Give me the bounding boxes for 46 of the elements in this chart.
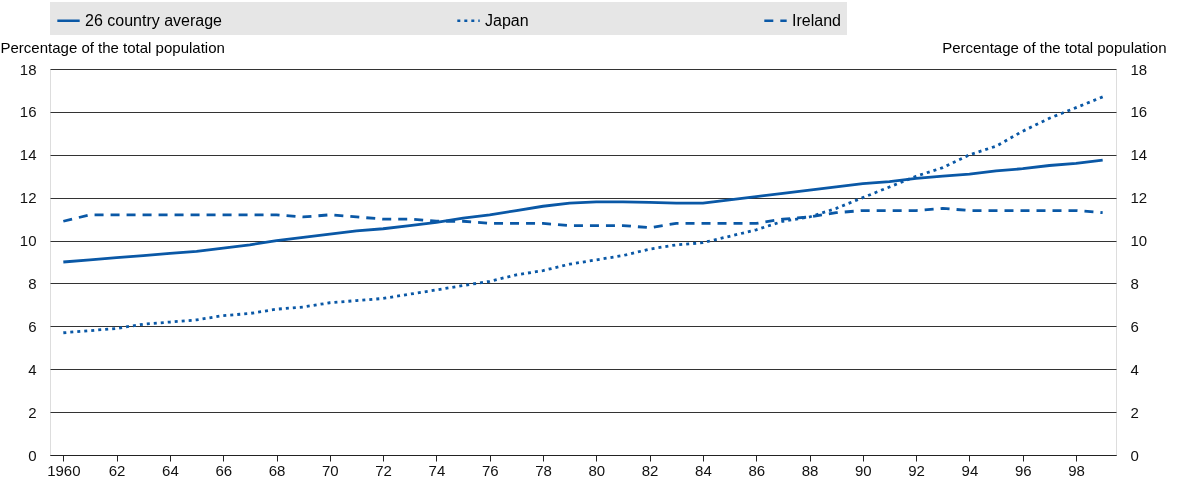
y-tick-label: 8: [28, 274, 37, 292]
x-tick-label: 72: [375, 461, 392, 479]
y-tick-label: 14: [19, 146, 37, 164]
legend-label: 26 country average: [85, 11, 223, 29]
legend-label: Japan: [485, 11, 529, 29]
x-tick-label: 84: [695, 461, 712, 479]
x-tick-label: 98: [1068, 461, 1085, 479]
y2-tick-label: 10: [1130, 232, 1148, 250]
legend-label: Ireland: [792, 11, 841, 29]
y2-tick-label: 12: [1130, 189, 1148, 207]
y-tick-label: 16: [19, 103, 37, 121]
y-tick-label: 6: [28, 317, 37, 335]
x-tick-label: 62: [108, 461, 126, 479]
x-tick-label: 70: [321, 461, 339, 479]
x-tick-label: 94: [961, 461, 979, 479]
x-tick-label: 66: [215, 461, 233, 479]
x-tick-label: 96: [1014, 461, 1032, 479]
y2-tick-label: 4: [1130, 360, 1139, 378]
y2-tick-label: 16: [1130, 103, 1148, 121]
x-tick-label: 92: [908, 461, 925, 479]
x-tick-label: 90: [854, 461, 872, 479]
x-tick-label: 64: [162, 461, 179, 479]
y-axis-title: Percentage of the total population: [0, 38, 225, 56]
y2-tick-label: 2: [1130, 403, 1139, 421]
x-tick-label: 1960: [47, 461, 81, 479]
x-tick-label: 76: [481, 461, 499, 479]
y-tick-label: 18: [19, 60, 37, 78]
y-tick-label: 10: [19, 232, 37, 250]
y-tick-label: 4: [28, 360, 37, 378]
x-tick-label: 74: [428, 461, 446, 479]
x-tick-label: 78: [535, 461, 552, 479]
y-tick-label: 0: [28, 446, 37, 464]
x-tick-label: 88: [801, 461, 819, 479]
y2-tick-label: 8: [1130, 274, 1139, 292]
x-tick-label: 68: [268, 461, 286, 479]
x-tick-label: 82: [641, 461, 659, 479]
y-tick-label: 12: [19, 189, 37, 207]
x-tick-label: 86: [748, 461, 766, 479]
y2-tick-label: 18: [1130, 60, 1148, 78]
y-tick-label: 2: [28, 403, 37, 421]
y2-axis-title: Percentage of the total population: [942, 38, 1167, 56]
x-tick-label: 80: [588, 461, 606, 479]
line-series: [61, 95, 1105, 335]
y2-tick-label: 0: [1130, 446, 1139, 464]
y2-tick-label: 6: [1130, 317, 1139, 335]
y2-tick-label: 14: [1130, 146, 1148, 164]
